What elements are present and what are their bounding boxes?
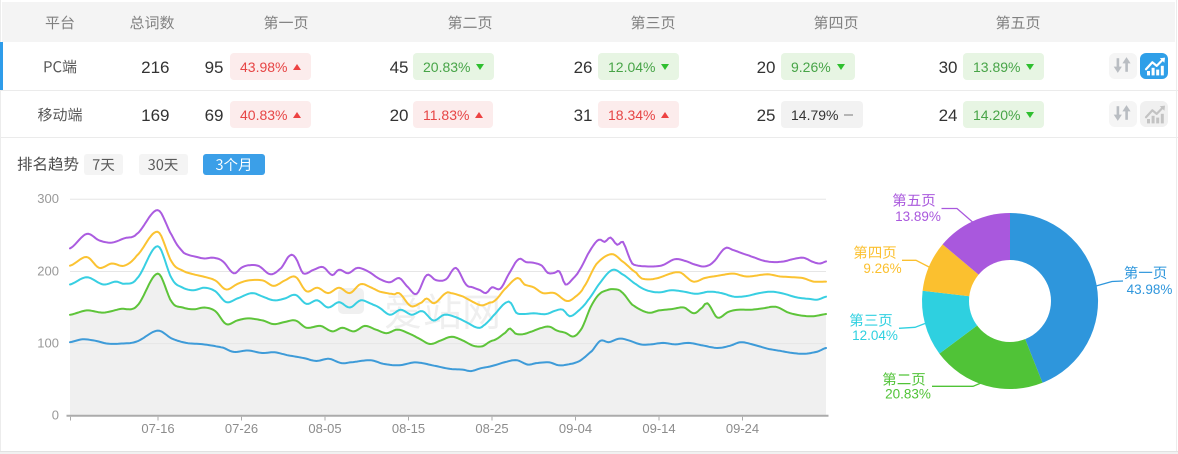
- svg-text:300: 300: [37, 191, 59, 206]
- svg-text:100: 100: [37, 335, 59, 350]
- svg-text:08-25: 08-25: [475, 421, 508, 436]
- svg-text:09-14: 09-14: [642, 421, 675, 436]
- svg-text:12.04%: 12.04%: [852, 328, 898, 343]
- svg-text:07-26: 07-26: [225, 421, 258, 436]
- svg-text:08-05: 08-05: [308, 421, 341, 436]
- svg-text:09-04: 09-04: [559, 421, 592, 436]
- svg-text:13.89%: 13.89%: [895, 209, 941, 224]
- svg-text:200: 200: [37, 263, 59, 278]
- svg-text:43.98%: 43.98%: [1127, 282, 1173, 297]
- svg-text:0: 0: [52, 408, 59, 423]
- svg-text:20.83%: 20.83%: [885, 386, 931, 401]
- svg-text:07-16: 07-16: [141, 421, 174, 436]
- svg-text:08-15: 08-15: [392, 421, 425, 436]
- svg-text:09-24: 09-24: [726, 421, 759, 436]
- svg-text:9.26%: 9.26%: [863, 261, 901, 276]
